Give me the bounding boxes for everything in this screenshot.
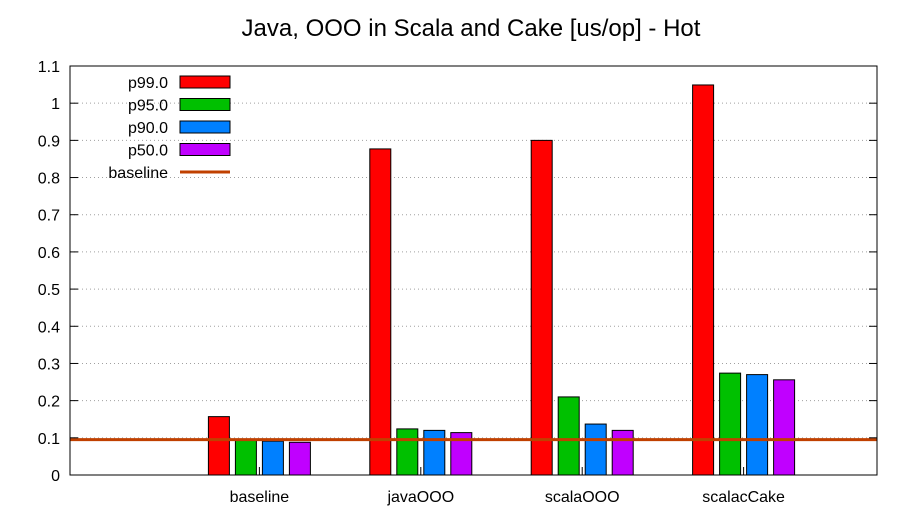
y-tick-label: 0.6: [38, 245, 60, 262]
y-tick-label: 0.5: [38, 282, 60, 299]
y-tick-label: 0.3: [38, 356, 60, 373]
bar-p90-0: [423, 429, 446, 476]
legend-swatch: [179, 143, 231, 156]
y-tick-label: 0.1: [38, 431, 60, 448]
y-tick-label: 0.8: [38, 171, 60, 188]
y-tick-label: 0.2: [38, 394, 60, 411]
x-axis-categories: baseline javaOOO scalaOOO scalacCake: [230, 467, 785, 506]
bars: [207, 84, 796, 476]
y-tick-label: 0.9: [38, 133, 60, 150]
bar-p90-0: [746, 374, 769, 476]
legend-label: baseline: [108, 165, 168, 182]
y-tick-label: 1: [51, 96, 60, 113]
bar-p99-0: [369, 148, 392, 476]
x-category-label: scalaOOO: [545, 489, 620, 506]
chart-title: Java, OOO in Scala and Cake [us/op] - Ho…: [242, 15, 701, 42]
y-tick-label: 0: [51, 468, 60, 485]
y-tick-label: 0.7: [38, 208, 60, 225]
bar-p99-0: [207, 416, 230, 476]
bar-p99-0: [692, 84, 715, 476]
bar-p50-0: [773, 379, 796, 476]
legend-label: p50.0: [128, 143, 168, 160]
legend: p99.0 p95.0 p90.0 p50.0 baseline: [108, 75, 231, 182]
bar-p95-0: [234, 439, 257, 476]
x-category-label: scalacCake: [702, 489, 785, 506]
bar-p50-0: [611, 429, 634, 476]
x-category-label: javaOOO: [386, 489, 454, 506]
y-tick-label: 1.1: [38, 59, 60, 76]
x-category-label: baseline: [230, 489, 290, 506]
bar-p50-0: [288, 441, 311, 476]
bar-p90-0: [584, 423, 607, 476]
bar-p95-0: [719, 372, 742, 476]
bar-p95-0: [557, 396, 580, 476]
legend-swatch: [179, 120, 231, 134]
y-axis-ticks: 0 0.1 0.2 0.3 0.4 0.5 0.6 0.7 0.8 0.9 1 1.1: [38, 59, 877, 485]
legend-label: p99.0: [128, 75, 168, 92]
bar-p99-0: [530, 139, 553, 476]
legend-swatch: [179, 98, 231, 111]
legend-label: p95.0: [128, 98, 168, 115]
bar-p90-0: [261, 440, 284, 476]
plot-frame: [69, 65, 878, 476]
legend-swatch: [179, 75, 231, 89]
y-tick-label: 0.4: [38, 319, 60, 336]
legend-label: p90.0: [128, 120, 168, 137]
gridlines: [70, 102, 877, 439]
bar-p95-0: [396, 428, 419, 476]
